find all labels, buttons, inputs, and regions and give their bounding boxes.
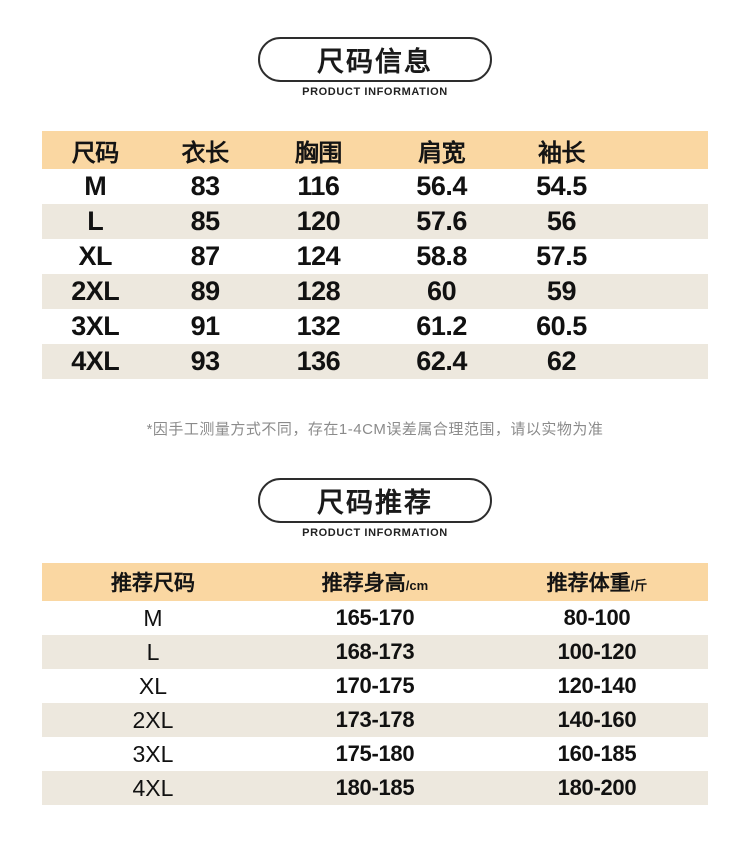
height-range: 165-170 — [335, 605, 415, 630]
length-value: 85 — [190, 206, 221, 236]
table-row-4xl: 4XL 93 136 62.4 62 — [42, 344, 708, 379]
length-value: 89 — [190, 276, 221, 306]
length-value: 91 — [190, 311, 221, 341]
recommend-row-2xl: 2XL 173-178 140-160 — [42, 703, 708, 737]
weight-range: 120-140 — [557, 673, 637, 698]
column-header-sleeve: 袖长 — [537, 139, 585, 167]
size-label: M — [84, 171, 107, 201]
size-label: 2XL — [132, 706, 174, 733]
size-recommend-subtitle: PRODUCT INFORMATION — [302, 527, 448, 539]
weight-range: 80-100 — [563, 605, 631, 630]
size-recommend-title: 尺码推荐 — [317, 488, 433, 518]
weight-range: 140-160 — [557, 707, 637, 732]
shoulder-value: 56.4 — [416, 171, 467, 201]
height-range: 168-173 — [335, 639, 415, 664]
sleeve-value: 60.5 — [536, 311, 587, 341]
measurement-disclaimer: *因手工测量方式不同，存在1-4CM误差属合理范围，请以实物为准 — [146, 421, 604, 438]
recommend-table-header-row: 推荐尺码 推荐身高/cm 推荐体重/斤 — [42, 563, 708, 601]
size-info-title: 尺码信息 — [317, 47, 433, 77]
column-header-recommend-size: 推荐尺码 — [110, 572, 195, 595]
column-header-recommend-weight: 推荐体重/斤 — [546, 572, 648, 595]
size-info-subtitle: PRODUCT INFORMATION — [302, 86, 448, 98]
size-label: 2XL — [71, 276, 120, 306]
recommend-row-l: L 168-173 100-120 — [42, 635, 708, 669]
shoulder-value: 58.8 — [416, 241, 467, 271]
chest-value: 132 — [296, 311, 341, 341]
size-label: 4XL — [71, 346, 120, 376]
size-label: XL — [138, 672, 168, 699]
height-range: 175-180 — [335, 741, 415, 766]
size-label: 4XL — [132, 774, 174, 801]
size-info-badge: 尺码信息 — [258, 37, 492, 82]
table-row-2xl: 2XL 89 128 60 59 — [42, 274, 708, 309]
weight-range: 100-120 — [557, 639, 637, 664]
sleeve-value: 62 — [546, 346, 577, 376]
chest-value: 120 — [296, 206, 341, 236]
unit-label: /斤 — [630, 578, 648, 593]
shoulder-value: 60 — [427, 276, 457, 306]
column-header-shoulder: 肩宽 — [418, 139, 466, 167]
recommend-row-3xl: 3XL 175-180 160-185 — [42, 737, 708, 771]
weight-range: 160-185 — [557, 741, 637, 766]
table-row-3xl: 3XL 91 132 61.2 60.5 — [42, 309, 708, 344]
column-header-length: 衣长 — [181, 139, 230, 167]
chest-value: 136 — [296, 346, 341, 376]
shoulder-value: 62.4 — [416, 346, 467, 376]
chest-value: 128 — [296, 276, 341, 306]
size-label: 3XL — [71, 311, 120, 341]
size-recommend-table: 推荐尺码 推荐身高/cm 推荐体重/斤 M 165-170 80-100 L 1… — [42, 563, 708, 805]
length-value: 93 — [190, 346, 221, 376]
size-measurement-table: 尺码 衣长 胸围 肩宽 袖长 M 83 116 56.4 54.5 L 85 1… — [42, 131, 708, 379]
size-info-header: 尺码信息 PRODUCT INFORMATION — [0, 0, 750, 98]
chest-value: 116 — [297, 171, 340, 201]
sleeve-value: 59 — [546, 276, 577, 306]
size-table-header-row: 尺码 衣长 胸围 肩宽 袖长 — [42, 131, 708, 169]
sleeve-value: 54.5 — [536, 171, 587, 201]
size-label: L — [146, 638, 160, 665]
height-range: 180-185 — [335, 775, 415, 800]
length-value: 83 — [190, 171, 221, 201]
size-label: 3XL — [132, 740, 174, 767]
shoulder-value: 61.2 — [416, 311, 467, 341]
recommend-row-m: M 165-170 80-100 — [42, 601, 708, 635]
sleeve-value: 56 — [546, 206, 577, 236]
height-range: 173-178 — [335, 707, 415, 732]
shoulder-value: 57.6 — [416, 206, 467, 236]
size-label: M — [143, 604, 163, 631]
column-header-recommend-height: 推荐身高/cm — [321, 572, 429, 595]
recommend-row-xl: XL 170-175 120-140 — [42, 669, 708, 703]
chest-value: 124 — [296, 241, 341, 271]
sleeve-value: 57.5 — [536, 241, 587, 271]
table-row-l: L 85 120 57.6 56 — [42, 204, 708, 239]
table-row-m: M 83 116 56.4 54.5 — [42, 169, 708, 204]
height-range: 170-175 — [335, 673, 415, 698]
size-label: L — [87, 206, 104, 236]
size-recommend-header: 尺码推荐 PRODUCT INFORMATION — [0, 439, 750, 539]
unit-label: /cm — [405, 578, 429, 593]
column-header-size: 尺码 — [71, 139, 119, 167]
recommend-row-4xl: 4XL 180-185 180-200 — [42, 771, 708, 805]
column-header-chest: 胸围 — [294, 139, 343, 167]
length-value: 87 — [190, 241, 221, 271]
size-recommend-badge: 尺码推荐 — [258, 478, 492, 523]
size-label: XL — [78, 241, 113, 271]
weight-range: 180-200 — [557, 775, 637, 800]
table-row-xl: XL 87 124 58.8 57.5 — [42, 239, 708, 274]
